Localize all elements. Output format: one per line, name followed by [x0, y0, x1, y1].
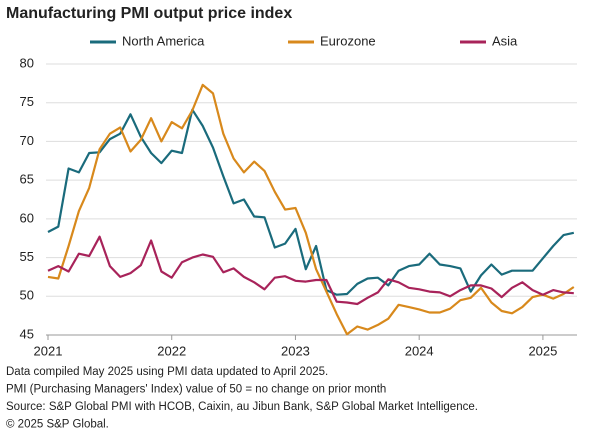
note: Data compiled May 2025 using PMI data up… [6, 366, 328, 378]
y-tick-label: 80 [20, 55, 34, 70]
series-line [47, 83, 575, 336]
x-tick-label: 2021 [34, 343, 63, 358]
y-tick-label: 70 [20, 133, 34, 148]
y-tick-label: 60 [20, 210, 34, 225]
y-tick-label: 45 [20, 326, 34, 341]
x-tick-label: 2024 [405, 343, 434, 358]
legend-label: Asia [492, 33, 518, 48]
x-tick-label: 2025 [528, 343, 557, 358]
y-tick-label: 55 [20, 249, 34, 264]
legend-label: Eurozone [320, 33, 376, 48]
x-tick-label: 2022 [157, 343, 186, 358]
y-tick-label: 65 [20, 172, 34, 187]
series-line [47, 235, 574, 306]
y-tick-label: 50 [20, 288, 34, 303]
chart-title: Manufacturing PMI output price index [6, 5, 292, 22]
y-tick-label: 75 [20, 94, 34, 109]
note: Source: S&P Global PMI with HCOB, Caixin… [6, 401, 478, 413]
note: PMI (Purchasing Managers' Index) value o… [6, 384, 386, 396]
legend-label: North America [122, 33, 205, 48]
x-tick-label: 2023 [281, 343, 310, 358]
series-line [47, 108, 575, 296]
note: © 2025 S&P Global. [6, 419, 109, 431]
